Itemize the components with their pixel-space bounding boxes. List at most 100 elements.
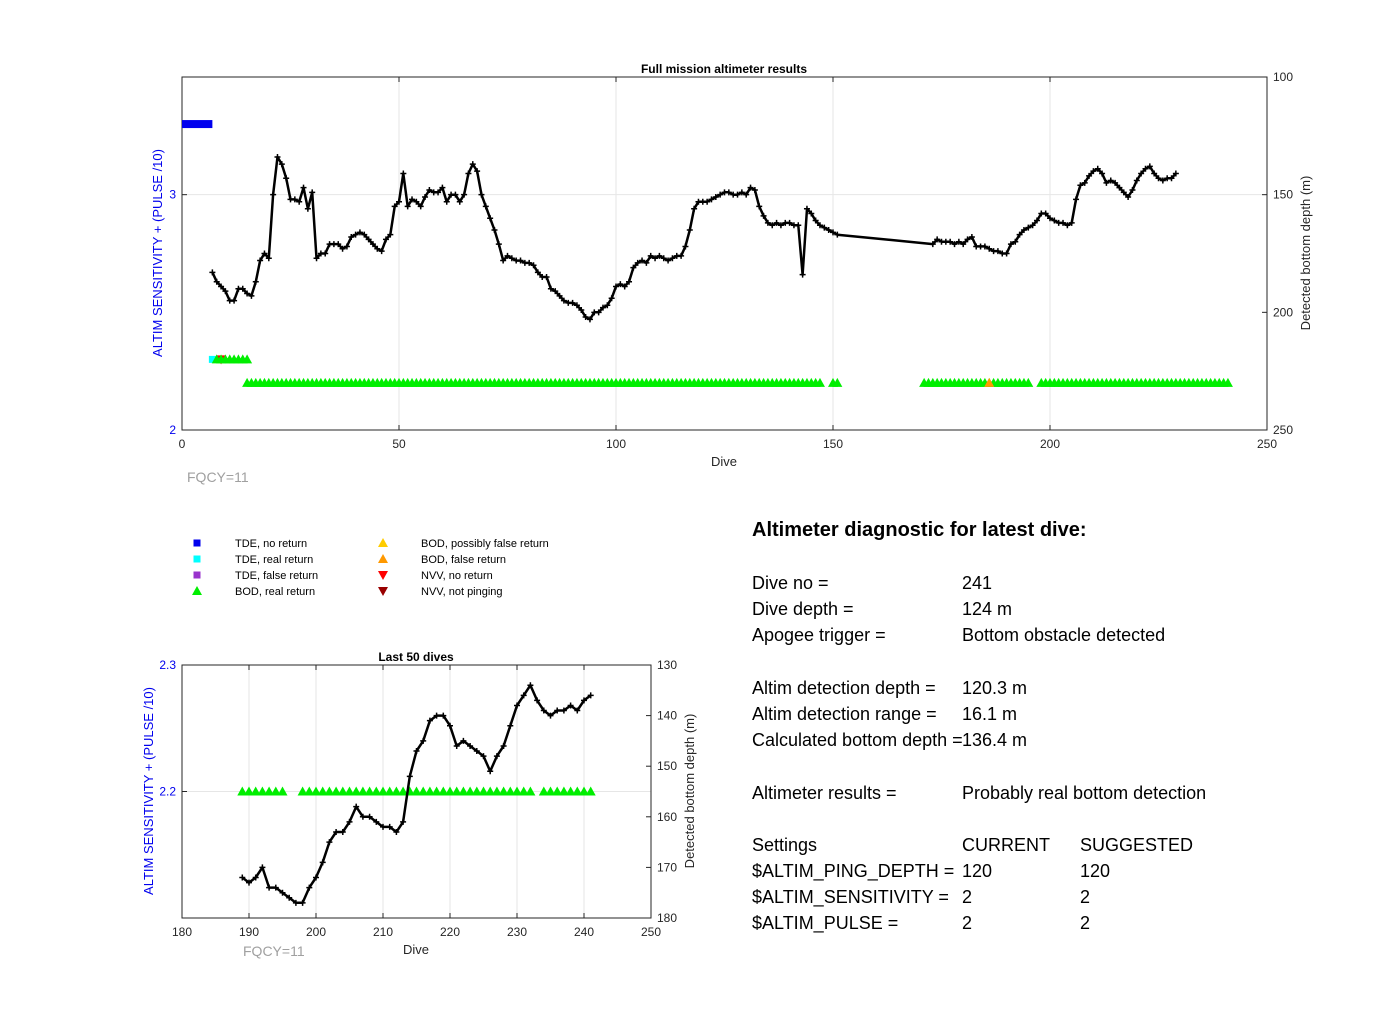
bod-marker	[485, 786, 496, 796]
bottom-depth-point	[812, 217, 819, 224]
bottom-depth-point	[353, 803, 360, 810]
bottom-depth-point	[530, 262, 537, 269]
bottom-depth-point	[404, 203, 411, 210]
bottom-depth-point	[626, 278, 633, 285]
bottom-depth-point	[955, 238, 962, 245]
legend-label: NVV, no return	[421, 570, 493, 582]
sensitivity-suggested: 2	[1080, 887, 1091, 908]
bottom-depth-point	[339, 828, 346, 835]
det-depth-value: 120.3 m	[962, 677, 1028, 698]
bottom-depth-point	[278, 161, 285, 168]
bottom-depth-point	[500, 257, 507, 264]
bottom-depth-point	[1159, 177, 1166, 184]
bod-marker	[572, 786, 583, 796]
x-tick-label: 210	[373, 925, 393, 939]
bod-marker	[545, 786, 556, 796]
bod-marker	[478, 786, 489, 796]
bottom-depth-point	[1142, 165, 1149, 172]
calc-depth-value: 136.4 m	[962, 730, 1028, 751]
sensitivity-row: $ALTIM_SENSITIVITY = 2 2	[752, 884, 1372, 910]
x-tick-label: 180	[172, 925, 192, 939]
bottom-depth-point	[547, 712, 554, 719]
bottom-depth-point	[218, 283, 225, 290]
bottom-depth-point	[981, 243, 988, 250]
bottom-depth-point	[769, 222, 776, 229]
bod-marker	[364, 786, 375, 796]
bottom-depth-point	[322, 250, 329, 257]
bod-marker	[257, 786, 268, 796]
bod-marker	[250, 786, 261, 796]
bottom-depth-point	[1073, 196, 1080, 203]
bottom-depth-point	[1029, 222, 1036, 229]
bottom-depth-point	[613, 283, 619, 290]
bottom-depth-point	[257, 257, 264, 264]
legend-item: BOD, possibly false return	[378, 538, 549, 550]
bod-marker	[324, 786, 335, 796]
bod-marker	[242, 354, 253, 364]
bottom-depth-point	[335, 241, 342, 248]
bod-marker	[451, 786, 462, 796]
bottom-depth-point	[222, 288, 229, 295]
bottom-depth-point	[291, 196, 298, 203]
y-right-tick-label: 170	[657, 860, 677, 874]
bod-marker	[525, 786, 536, 796]
legend-marker-icon	[193, 539, 201, 547]
bottom-depth-point	[554, 707, 561, 714]
bottom-depth-point	[246, 879, 252, 886]
bottom-depth-point	[493, 753, 500, 760]
bottom-depth-point	[296, 198, 303, 205]
bottom-depth-point	[929, 241, 936, 248]
bottom-depth-point	[751, 186, 758, 193]
c2-title: Last 50 dives	[378, 650, 454, 664]
ping-depth-suggested: 120	[1080, 861, 1111, 882]
bottom-depth-point	[547, 285, 554, 292]
bottom-depth-point	[686, 226, 693, 233]
y-right-tick-label: 150	[1273, 188, 1293, 202]
bottom-depth-point	[712, 194, 719, 201]
bod-marker	[331, 786, 342, 796]
bod-marker	[411, 786, 422, 796]
bottom-depth-point	[1103, 179, 1110, 186]
c2-ylabel-right: Detected bottom depth (m)	[682, 714, 697, 869]
bottom-depth-point	[209, 269, 216, 276]
bottom-depth-point	[569, 299, 576, 306]
bottom-depth-point	[447, 722, 453, 729]
x-tick-label: 100	[606, 437, 626, 451]
bod-marker	[445, 786, 455, 796]
bottom-depth-point	[469, 161, 476, 168]
legend: TDE, no return TDE, real return TDE, false…	[192, 538, 549, 598]
bottom-depth-point	[556, 292, 563, 299]
bod-marker	[277, 786, 288, 796]
y-left-tick-label: 2	[169, 423, 176, 437]
bod-marker	[357, 786, 368, 796]
bottom-depth-point	[283, 175, 290, 182]
calc-depth-row: Calculated bottom depth = 136.4 m	[752, 727, 1372, 753]
bottom-depth-point	[808, 210, 815, 217]
bottom-depth-line	[211, 155, 1177, 321]
bottom-depth-point	[333, 828, 340, 835]
bottom-depth-point	[665, 257, 672, 264]
c1-plot-frame	[181, 76, 1268, 431]
current-header: CURRENT	[962, 834, 1050, 855]
bottom-depth-point	[647, 252, 654, 259]
bottom-depth-point	[413, 748, 420, 755]
x-tick-label: 190	[239, 925, 259, 939]
legend-marker-icon	[378, 554, 388, 563]
apogee-row: Apogee trigger = Bottom obstacle detecte…	[752, 622, 1372, 648]
bottom-depth-point	[734, 191, 741, 198]
bottom-depth-point	[560, 297, 567, 304]
bod-marker	[431, 786, 442, 796]
y-right-tick-label: 250	[1273, 423, 1293, 437]
bottom-depth-point	[495, 241, 502, 248]
bod-marker	[1023, 377, 1034, 387]
dive-depth-value: 124 m	[962, 599, 1013, 620]
bottom-depth-point	[803, 205, 810, 212]
legend-item: TDE, real return	[193, 554, 313, 566]
bottom-depth-point	[1107, 177, 1114, 184]
bottom-depth-point	[526, 259, 533, 266]
bottom-depth-point	[359, 813, 366, 820]
bod-marker	[465, 786, 476, 796]
dive-no-value: 241	[962, 573, 993, 593]
bottom-depth-point	[1051, 217, 1058, 224]
